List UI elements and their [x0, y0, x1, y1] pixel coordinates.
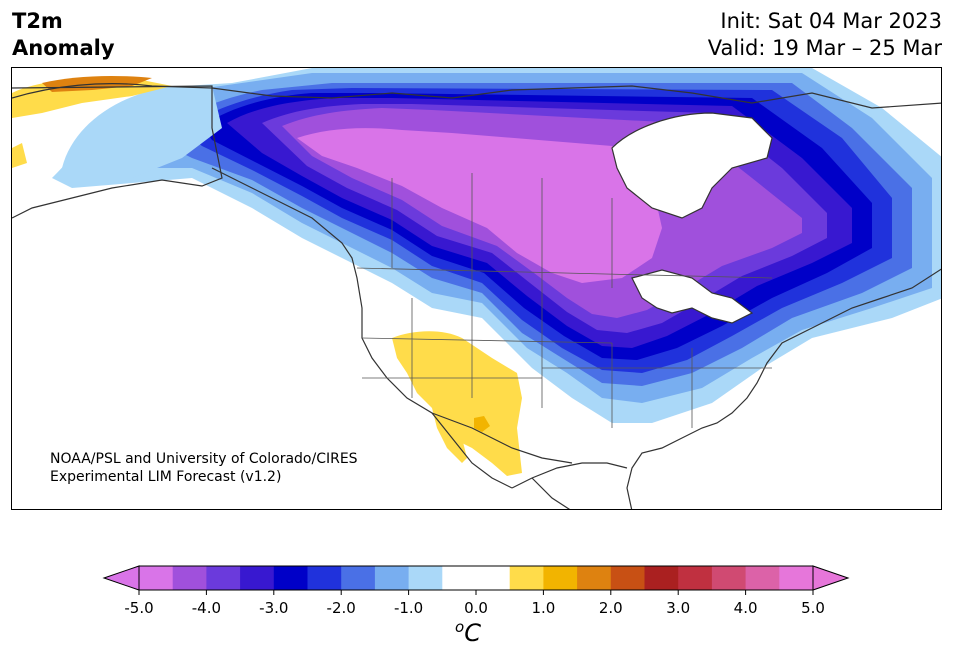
colorbar-cell	[476, 566, 511, 590]
colorbar-cell	[374, 566, 410, 590]
unit-letter: C	[464, 619, 481, 647]
colorbar-tick-label: 3.0	[666, 599, 690, 617]
colorbar-tick-label: -3.0	[259, 599, 288, 617]
colorbar-max-extend	[812, 565, 850, 591]
init-date: Init: Sat 04 Mar 2023	[720, 9, 942, 33]
data-credit: NOAA/PSL and University of Colorado/CIRE…	[50, 450, 358, 486]
colorbar-cell	[610, 566, 645, 590]
colorbar-cell	[139, 566, 174, 590]
title-line-anomaly: Anomaly	[12, 36, 115, 60]
colorbar-cell	[745, 566, 780, 590]
colorbar-tick-label: 4.0	[734, 599, 758, 617]
colorbar-cell	[509, 566, 544, 590]
map-panel: NOAA/PSL and University of Colorado/CIRE…	[11, 67, 942, 510]
colorbar-cell	[442, 566, 477, 590]
arctic-coast	[12, 83, 941, 109]
great-lakes	[631, 269, 754, 324]
colorbar-cell	[408, 566, 443, 590]
colorbar-cell	[678, 566, 713, 590]
band-alaska-cold	[62, 86, 222, 186]
alaska-outline	[12, 85, 223, 219]
colorbar-cell	[307, 566, 342, 590]
colorbar-tick-label: -5.0	[124, 599, 153, 617]
forecast-dates: Init: Sat 04 Mar 2023 Valid: 19 Mar – 25…	[708, 8, 942, 62]
colorbar-cell	[172, 566, 207, 590]
colorbar-tick-label: 2.0	[599, 599, 623, 617]
gulf-coast	[511, 462, 628, 489]
unit-degree: o	[455, 618, 465, 636]
map-title: T2m Anomaly	[12, 8, 115, 62]
colorbar-tick-label: 1.0	[531, 599, 555, 617]
credit-line-2: Experimental LIM Forecast (v1.2)	[50, 469, 282, 485]
band-warm-15	[474, 416, 490, 432]
colorbar-cell	[341, 566, 376, 590]
band-warm-alaska-3	[12, 143, 27, 168]
anomaly-map	[12, 68, 941, 509]
colorbar-cell	[577, 566, 612, 590]
colorbar-cell	[779, 566, 814, 590]
colorbar-unit: oC	[455, 618, 481, 647]
colorbar-cell	[240, 566, 275, 590]
band-cold-5	[297, 128, 662, 283]
colorbar-tick-label: -4.0	[192, 599, 221, 617]
title-line-variable: T2m	[12, 9, 63, 33]
colorbar-tick-label: -1.0	[394, 599, 423, 617]
hudson-bay	[611, 112, 773, 219]
colorbar-min-extend	[102, 565, 140, 591]
valid-date: Valid: 19 Mar – 25 Mar	[707, 36, 942, 60]
colorbar-cell	[644, 566, 679, 590]
band-warm-southwest	[392, 331, 522, 476]
mexico-outline	[431, 412, 573, 509]
colorbar-cell	[711, 566, 747, 590]
east-coast	[626, 268, 941, 509]
colorbar-cell	[543, 566, 578, 590]
colorbar-cell	[206, 566, 241, 590]
credit-line-1: NOAA/PSL and University of Colorado/CIRE…	[50, 451, 358, 467]
colorbar-tick-label: 5.0	[801, 599, 825, 617]
state-borders	[356, 173, 773, 428]
colorbar-cell	[273, 566, 308, 590]
colorbar-tick-label: 0.0	[464, 599, 488, 617]
colorbar-tick-label: -2.0	[327, 599, 356, 617]
